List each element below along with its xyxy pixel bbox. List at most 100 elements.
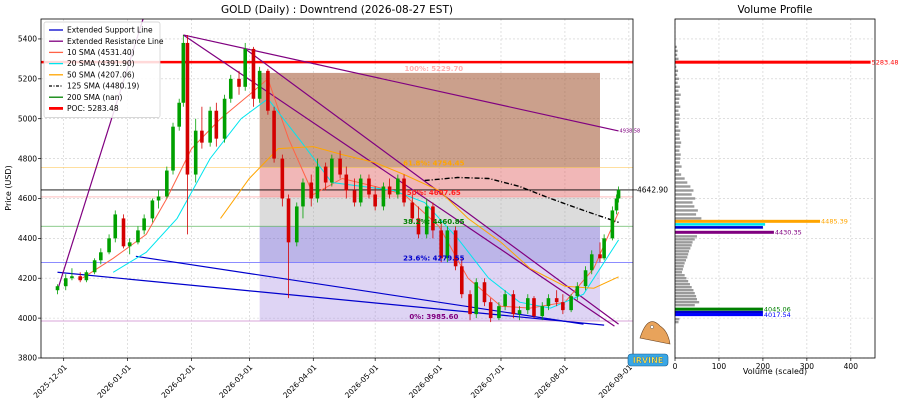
candle-body (208, 110, 212, 143)
y-tick-label: 5000 (18, 114, 37, 123)
volume-key-label: 4430.35 (775, 229, 802, 237)
y-tick-label: 3800 (18, 354, 37, 363)
legend-entry: 20 SMA (4391.90) (67, 59, 135, 68)
candle-body (396, 178, 400, 195)
x-tick-label: 2026-03-01 (217, 363, 254, 400)
volume-key-label: 4045.06 (764, 305, 791, 313)
volume-tick-label: 200 (756, 362, 771, 371)
volume-bar (675, 274, 685, 277)
candle-body (575, 286, 580, 297)
logo-badge (627, 353, 669, 367)
volume-bar (675, 201, 693, 204)
y-axis-label: Price (USD) (4, 165, 13, 210)
sma-line (112, 98, 620, 309)
volume-bar (675, 149, 680, 152)
volume-bar (675, 317, 680, 321)
candle-body (344, 174, 349, 191)
candle-body (431, 206, 435, 231)
candle-body (602, 238, 606, 259)
volume-bar (675, 262, 685, 265)
y-tick-label: 4000 (18, 314, 37, 323)
volume-axis-label: Volume (scaled) (743, 367, 807, 376)
volume-tick-label: 100 (712, 362, 727, 371)
price-chart-frame (40, 18, 634, 359)
volume-key-bar (675, 60, 871, 64)
candle-body (257, 70, 262, 99)
volume-bar (675, 217, 702, 220)
volume-bar (675, 283, 690, 286)
chart-legend: Extended Support Line Extended Resistance… (43, 21, 164, 118)
current-price-label: 4642.90 (637, 185, 668, 194)
volume-bar (675, 125, 679, 128)
volume-key-bar (675, 307, 763, 311)
candle-body (272, 110, 276, 159)
volume-bar (675, 73, 678, 77)
volume-tick-label: 300 (800, 362, 815, 371)
volume-bar (675, 320, 679, 324)
candle-body (55, 286, 60, 291)
volume-bar (675, 93, 681, 96)
volume-bar (675, 185, 691, 188)
volume-bar (675, 303, 695, 307)
fib-level-label: 61.8%: 4754.45 (403, 160, 465, 168)
candle-body (323, 166, 328, 183)
candle-body (459, 266, 464, 295)
candle-body (381, 186, 386, 207)
y-tick-label: 4800 (18, 154, 37, 163)
x-tick-label: 2026-05-01 (343, 363, 380, 400)
resistance-line (183, 34, 619, 132)
volume-bar (675, 117, 680, 120)
volume-tick-label: 400 (844, 362, 859, 371)
candle-body (352, 190, 357, 203)
volume-bar (675, 289, 694, 292)
chart-title: GOLD (Daily) : Downtrend (2026-08-27 EST… (221, 4, 453, 16)
volume-bar (675, 53, 678, 57)
volume-bar (675, 109, 679, 112)
volume-profile-background (675, 19, 875, 358)
candle-body (482, 282, 487, 303)
x-tick-label: 2026-02-01 (160, 363, 197, 400)
candle-body (301, 182, 305, 207)
volume-bar (675, 238, 695, 241)
volume-bar (675, 45, 677, 49)
volume-bar (675, 77, 679, 81)
candle-body (532, 298, 536, 317)
candle-body (92, 260, 97, 273)
volume-key-label: 4485.39 (821, 218, 848, 226)
y-tick-label: 4600 (18, 194, 37, 203)
moving-averages (82, 77, 620, 309)
candle-body (156, 196, 161, 201)
volume-bar (675, 181, 688, 184)
candle-body (214, 110, 219, 139)
candle-body (193, 130, 198, 175)
volume-bar (675, 205, 695, 208)
fib-level-label: 38.2%: 4460.85 (403, 218, 465, 226)
x-tick-label: 2026-07-01 (469, 363, 506, 400)
x-tick-label: 2026-08-01 (533, 363, 570, 400)
volume-key-label: 5283.48 (872, 58, 899, 66)
candle-body (330, 158, 334, 183)
candlesticks (55, 34, 621, 323)
candle-body (517, 310, 522, 315)
volume-highlight-bar (675, 223, 766, 226)
candle-body (142, 218, 146, 231)
candle-body (286, 198, 291, 243)
candle-body (526, 298, 530, 311)
candle-body (410, 202, 415, 219)
candle-body (251, 48, 256, 99)
sma-line (424, 176, 619, 224)
legend-box (43, 21, 161, 118)
candle-body (280, 158, 285, 199)
volume-bar (675, 145, 681, 148)
legend-entry: 10 SMA (4531.40) (67, 48, 135, 57)
candle-body (237, 78, 241, 87)
volume-bar (675, 165, 682, 168)
candle-body (402, 178, 406, 203)
sma-line (82, 77, 620, 309)
candle-body (540, 306, 545, 317)
candle-body (228, 78, 233, 99)
volume-bar (675, 300, 700, 304)
volume-bar (675, 121, 679, 124)
candle-body (113, 214, 118, 239)
legend-entry: POC: 5283.48 (67, 104, 119, 113)
